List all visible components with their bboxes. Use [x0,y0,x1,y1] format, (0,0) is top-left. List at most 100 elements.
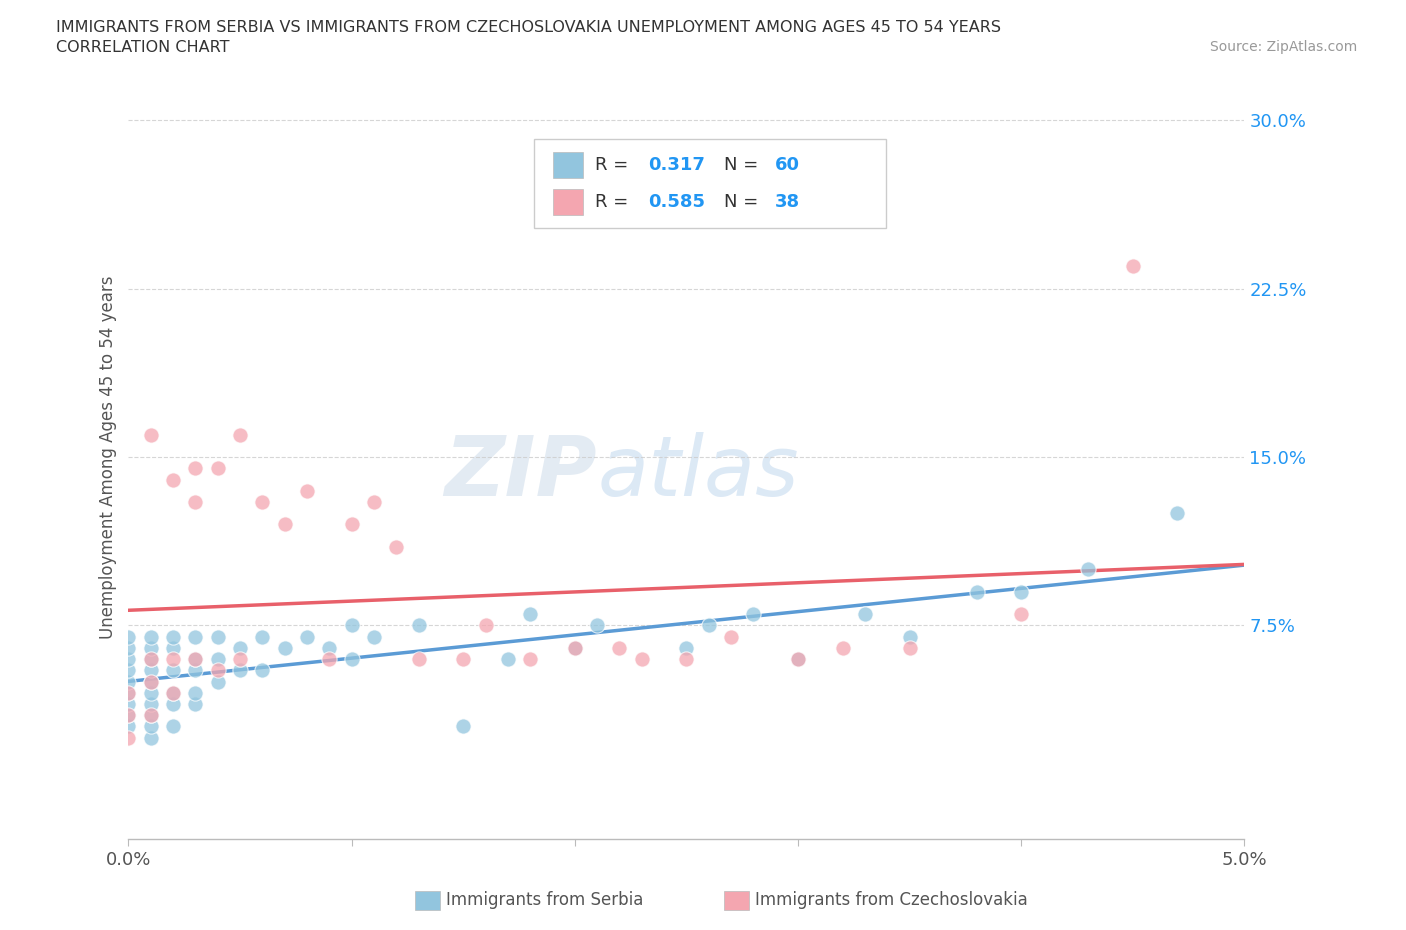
Point [229,663,252,678]
Text: N =: N = [724,155,763,174]
Point [564,641,586,656]
Text: 60: 60 [775,155,800,174]
Point [229,427,252,442]
Text: IMMIGRANTS FROM SERBIA VS IMMIGRANTS FROM CZECHOSLOVAKIA UNEMPLOYMENT AMONG AGES: IMMIGRANTS FROM SERBIA VS IMMIGRANTS FRO… [56,20,1001,35]
Point [139,730,162,745]
Point [787,652,810,667]
Point [318,652,340,667]
Point [609,641,631,656]
Point [408,652,430,667]
Point [474,618,496,633]
Point [117,708,139,723]
Point [564,641,586,656]
Point [586,618,609,633]
Point [363,630,385,644]
Text: ZIP: ZIP [444,432,598,512]
Point [162,663,184,678]
Point [184,697,207,711]
Point [162,685,184,700]
Point [139,685,162,700]
Point [966,584,988,599]
Point [139,719,162,734]
Point [787,652,810,667]
Point [1122,259,1144,273]
Point [162,719,184,734]
Point [252,663,274,678]
Point [229,641,252,656]
Text: 0.317: 0.317 [648,155,704,174]
Point [720,630,742,644]
Text: CORRELATION CHART: CORRELATION CHART [56,40,229,55]
Point [252,630,274,644]
Point [139,652,162,667]
Point [207,663,229,678]
Point [117,652,139,667]
Text: 0.585: 0.585 [648,193,706,211]
Point [1166,506,1188,521]
Point [207,652,229,667]
Point [273,641,295,656]
Point [139,427,162,442]
Point [697,618,720,633]
Point [853,606,876,621]
Point [898,630,921,644]
Point [742,606,765,621]
Point [675,641,697,656]
Point [519,606,541,621]
Point [162,472,184,487]
Point [184,685,207,700]
Point [139,641,162,656]
Point [162,641,184,656]
Point [295,630,318,644]
Point [229,652,252,667]
Point [139,652,162,667]
Point [117,708,139,723]
Point [139,674,162,689]
Text: R =: R = [595,193,634,211]
Point [117,697,139,711]
Text: 38: 38 [775,193,800,211]
Point [184,630,207,644]
Point [630,652,652,667]
Point [1010,584,1032,599]
Point [519,652,541,667]
Point [318,641,340,656]
Text: N =: N = [724,193,763,211]
Point [117,685,139,700]
Point [162,652,184,667]
Point [117,663,139,678]
Point [139,663,162,678]
Point [1077,562,1099,577]
Y-axis label: Unemployment Among Ages 45 to 54 years: Unemployment Among Ages 45 to 54 years [100,275,117,639]
Point [184,663,207,678]
Point [162,630,184,644]
Point [139,674,162,689]
Point [408,618,430,633]
Point [139,630,162,644]
Text: Immigrants from Serbia: Immigrants from Serbia [446,891,643,910]
Point [252,495,274,510]
Point [496,652,519,667]
Point [139,697,162,711]
Point [184,461,207,476]
Point [898,641,921,656]
Point [295,484,318,498]
Text: R =: R = [595,155,634,174]
Point [363,495,385,510]
Point [117,685,139,700]
Point [139,708,162,723]
Point [139,708,162,723]
Point [340,618,363,633]
Point [184,652,207,667]
Point [207,630,229,644]
Point [117,719,139,734]
Text: Immigrants from Czechoslovakia: Immigrants from Czechoslovakia [755,891,1028,910]
Point [184,495,207,510]
Point [385,539,408,554]
Point [273,517,295,532]
Point [117,641,139,656]
Point [207,461,229,476]
Point [117,730,139,745]
Point [207,674,229,689]
Point [675,652,697,667]
